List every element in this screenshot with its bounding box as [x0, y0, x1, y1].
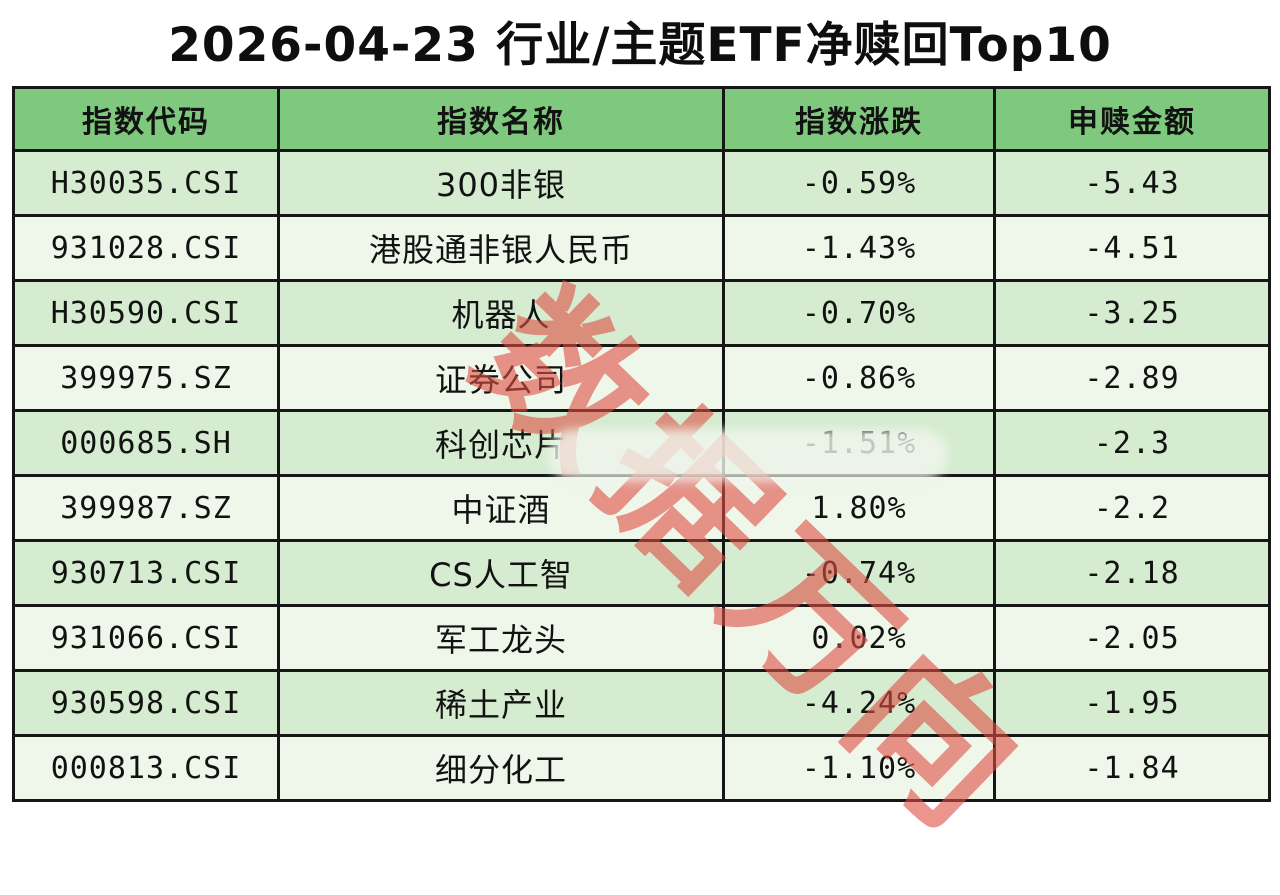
table-row: 931028.CSI 港股通非银人民币 -1.43% -4.51: [12, 214, 1271, 282]
cell-index-change: -0.86%: [722, 344, 996, 412]
table-header-row: 指数代码 指数名称 指数涨跌 申赎金额: [12, 86, 1271, 152]
cell-index-name: 港股通非银人民币: [277, 214, 725, 282]
cell-index-code: 399975.SZ: [12, 344, 280, 412]
page-title: 2026-04-23 行业/主题ETF净赎回Top10: [168, 18, 1112, 73]
cell-redemption-amount: -2.18: [993, 539, 1271, 607]
cell-index-change: -4.24%: [722, 669, 996, 737]
table-row: 399987.SZ 中证酒 1.80% -2.2: [12, 474, 1271, 542]
cell-index-code: H30590.CSI: [12, 279, 280, 347]
cell-index-change: 1.80%: [722, 474, 996, 542]
cell-index-name: 细分化工: [277, 734, 725, 802]
cell-index-code: 399987.SZ: [12, 474, 280, 542]
cell-redemption-amount: -2.05: [993, 604, 1271, 672]
table-row: 000813.CSI 细分化工 -1.10% -1.84: [12, 734, 1271, 802]
cell-redemption-amount: -2.3: [993, 409, 1271, 477]
header-index-change: 指数涨跌: [722, 86, 996, 152]
cell-index-change: -0.74%: [722, 539, 996, 607]
cell-index-change: -1.43%: [722, 214, 996, 282]
cell-index-name: 科创芯片: [277, 409, 725, 477]
cell-index-name: 中证酒: [277, 474, 725, 542]
table-row: 000685.SH 科创芯片 -1.51% -2.3: [12, 409, 1271, 477]
cell-redemption-amount: -2.89: [993, 344, 1271, 412]
cell-index-name: 军工龙头: [277, 604, 725, 672]
table-row: 399975.SZ 证券公司 -0.86% -2.89: [12, 344, 1271, 412]
cell-index-name: 300非银: [277, 149, 725, 217]
cell-index-change: -0.59%: [722, 149, 996, 217]
cell-redemption-amount: -3.25: [993, 279, 1271, 347]
cell-index-code: 930713.CSI: [12, 539, 280, 607]
cell-index-code: 000685.SH: [12, 409, 280, 477]
cell-index-change: -0.70%: [722, 279, 996, 347]
cell-index-name: 机器人: [277, 279, 725, 347]
cell-index-change: 0.02%: [722, 604, 996, 672]
header-redemption-amount: 申赎金额: [993, 86, 1271, 152]
header-index-name: 指数名称: [277, 86, 725, 152]
cell-redemption-amount: -5.43: [993, 149, 1271, 217]
table-row: H30590.CSI 机器人 -0.70% -3.25: [12, 279, 1271, 347]
cell-redemption-amount: -1.84: [993, 734, 1271, 802]
cell-index-code: H30035.CSI: [12, 149, 280, 217]
header-index-code: 指数代码: [12, 86, 280, 152]
table-row: 930598.CSI 稀土产业 -4.24% -1.95: [12, 669, 1271, 737]
cell-index-name: 稀土产业: [277, 669, 725, 737]
cell-index-code: 000813.CSI: [12, 734, 280, 802]
cell-redemption-amount: -4.51: [993, 214, 1271, 282]
cell-index-code: 931028.CSI: [12, 214, 280, 282]
etf-redemption-table: 指数代码 指数名称 指数涨跌 申赎金额 H30035.CSI 300非银 -0.…: [12, 86, 1271, 802]
table-row: 930713.CSI CS人工智 -0.74% -2.18: [12, 539, 1271, 607]
cell-index-name: CS人工智: [277, 539, 725, 607]
cell-index-code: 931066.CSI: [12, 604, 280, 672]
table-row: H30035.CSI 300非银 -0.59% -5.43: [12, 149, 1271, 217]
cell-index-change: -1.51%: [722, 409, 996, 477]
cell-index-name: 证券公司: [277, 344, 725, 412]
table-row: 931066.CSI 军工龙头 0.02% -2.05: [12, 604, 1271, 672]
cell-index-code: 930598.CSI: [12, 669, 280, 737]
cell-redemption-amount: -2.2: [993, 474, 1271, 542]
cell-redemption-amount: -1.95: [993, 669, 1271, 737]
cell-index-change: -1.10%: [722, 734, 996, 802]
